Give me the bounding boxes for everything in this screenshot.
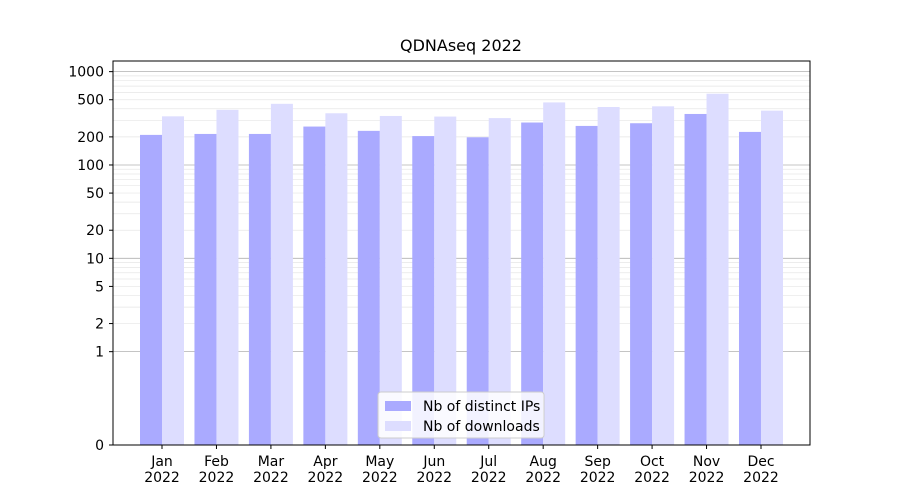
x-tick-label: Feb [204,454,229,470]
legend-label: Nb of distinct IPs [423,399,540,415]
x-tick-label: 2022 [144,470,180,486]
x-tick-label: 2022 [689,470,725,486]
x-tick-label: 2022 [362,470,398,486]
y-tick-label: 2 [95,317,104,333]
bar [357,130,380,446]
bar [575,125,598,445]
x-tick-label: 2022 [525,470,561,486]
x-tick-label: 2022 [580,470,616,486]
x-tick-label: 2022 [743,470,779,486]
bar [597,106,620,445]
y-tick-layer: 0 1 2 5 10 20 50 100 200 500 1000 [68,65,113,454]
bar [521,122,544,445]
legend-swatch [385,421,411,431]
x-tick-label: 2022 [471,470,507,486]
bar [194,133,217,445]
bar [706,93,729,445]
bar [379,115,402,445]
y-tick-label: 1 [95,345,104,361]
y-tick-label: 10 [86,251,104,267]
bar [466,137,489,445]
bar [630,123,653,446]
legend-swatch [385,401,411,411]
y-tick-label: 50 [86,186,104,202]
axes-layer [112,60,811,446]
x-tick-label: Sep [584,454,611,470]
x-tick-label: May [365,454,394,470]
bar [684,113,707,446]
bar [488,118,511,446]
chart-title: QDNAseq 2022 [400,36,522,55]
x-tick-label: Nov [693,454,720,470]
x-tick-label: Aug [530,454,557,470]
bar [738,131,761,445]
y-tick-label: 5 [95,279,104,295]
bar [434,116,457,445]
bar [543,102,566,445]
x-tick-label: 2022 [199,470,235,486]
bar [270,103,293,446]
legend-label: Nb of downloads [423,419,540,435]
bar [325,113,348,446]
legend: Nb of distinct IPs Nb of downloads [377,391,545,439]
x-tick-label: 2022 [634,470,670,486]
y-tick-label: 20 [86,223,104,239]
x-tick-label: Jul [479,454,497,470]
y-tick-label: 0 [95,438,104,454]
plot-frame [112,60,811,446]
legend-box [377,391,545,439]
x-tick-label: Mar [258,454,285,470]
y-tick-label: 100 [77,158,104,174]
bar [248,133,271,445]
bar [216,109,239,445]
x-tick-label: Jun [422,454,445,470]
x-tick-label: 2022 [253,470,289,486]
x-tick-layer: Jan2022Feb2022Mar2022Apr2022May2022Jun20… [144,445,779,486]
x-tick-label: Oct [640,454,665,470]
y-tick-label: 500 [77,93,104,109]
bar [140,134,163,445]
x-tick-label: Jan [150,454,173,470]
x-tick-label: Dec [747,454,774,470]
bar [303,126,326,445]
x-tick-label: 2022 [416,470,452,486]
bar [760,110,783,445]
bar [162,116,185,445]
bar [412,136,435,445]
bar [652,106,675,446]
y-tick-label: 1000 [68,65,104,81]
x-tick-label: 2022 [308,470,344,486]
y-tick-label: 200 [77,130,104,146]
x-tick-label: Apr [313,454,337,470]
bars-layer [140,93,783,446]
